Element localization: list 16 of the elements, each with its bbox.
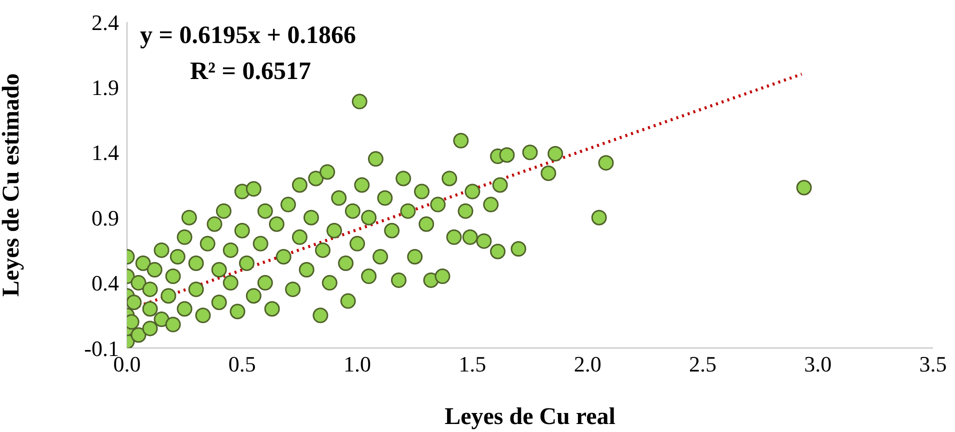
y-tick-label: 0.9	[92, 205, 119, 230]
annotation: R² = 0.6517	[190, 58, 312, 86]
y-tick-label: 2.4	[92, 10, 119, 35]
y-tick-label: 0.4	[92, 270, 119, 296]
annotation: y = 0.6195x + 0.1866	[140, 22, 356, 50]
x-tick-label: 2.5	[688, 352, 716, 377]
x-tick-label: 3.0	[804, 352, 832, 377]
y-axis-title: Leyes de Cu estimado	[0, 73, 25, 297]
x-tick-label: 1.0	[344, 352, 372, 377]
x-tick-label: 0.5	[228, 352, 256, 377]
y-tick-label: 1.9	[92, 75, 119, 100]
x-tick-label: 1.5	[458, 352, 486, 377]
x-tick-label: 2.0	[574, 352, 602, 377]
x-tick-label: 3.5	[919, 352, 947, 377]
y-tick-label: 1.4	[92, 140, 119, 166]
x-axis-title: Leyes de Cu real	[444, 404, 616, 430]
